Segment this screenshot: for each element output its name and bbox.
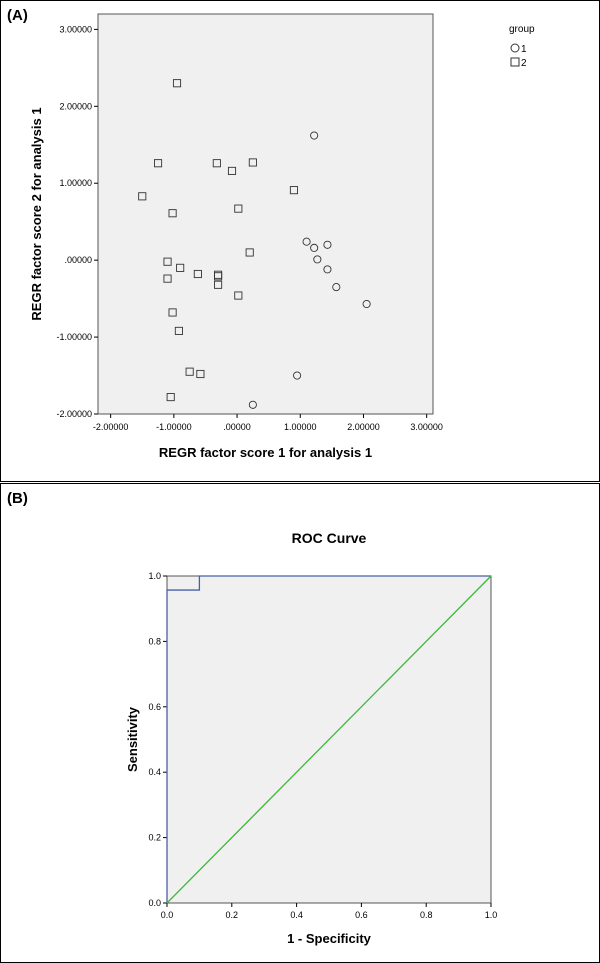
x-tick-label: 0.6: [355, 910, 368, 920]
roc-chart: ROC Curve 0.0 0.2 0.4 0.6 0.8 1.0 0.0 0.2 0.4 0.6 0…: [125, 530, 498, 946]
data-point-group-2: [248, 158, 257, 167]
plot-area: [97, 13, 434, 415]
data-point-group-1: [310, 131, 319, 140]
data-point-group-2: [163, 274, 172, 283]
x-tick-label: 1.00000: [284, 422, 317, 432]
data-point-group-2: [234, 291, 243, 300]
x-tick-label: -2.00000: [93, 422, 129, 432]
x-tick-label: 0.8: [420, 910, 433, 920]
data-point-group-2: [245, 248, 254, 257]
data-point-group-2: [185, 367, 194, 376]
data-point-group-2: [214, 280, 223, 289]
y-tick-label: 1.00000: [59, 178, 92, 188]
y-tick-label: .00000: [64, 255, 92, 265]
data-point-group-1: [293, 371, 302, 380]
roc-curve-line: [166, 575, 491, 903]
panel-a: (A) -2.00000 -1.00000.00000 1.00000 2.00000…: [0, 0, 600, 482]
y-tick-label: -2.00000: [56, 409, 92, 419]
x-axis-title: 1 - Specificity: [287, 931, 372, 946]
data-point-group-2: [166, 393, 175, 402]
data-point-group-1: [332, 283, 341, 292]
legend-label: 1: [521, 44, 527, 55]
data-point-group-2: [289, 186, 298, 195]
y-tick-label: 3.00000: [59, 24, 92, 34]
data-point-group-1: [310, 243, 319, 252]
legend-square-marker: [510, 57, 520, 67]
scatter-chart: -2.00000 -1.00000.00000 1.00000 2.00000 3.00…: [29, 13, 535, 460]
data-point-group-2: [234, 204, 243, 213]
y-axis-title: Sensitivity: [125, 706, 140, 772]
y-tick-label: 0.4: [148, 767, 161, 777]
y-tick-label: 0.0: [148, 898, 161, 908]
x-tick-label: 2.00000: [347, 422, 380, 432]
x-axis-title: REGR factor score 1 for analysis 1: [159, 445, 372, 460]
legend-circle-marker: [510, 43, 520, 53]
x-tick-label: 0.4: [290, 910, 303, 920]
panel-a-label: (A): [7, 7, 28, 24]
y-tick-label: 1.0: [148, 571, 161, 581]
data-point-group-2: [193, 269, 202, 279]
panel-b-label: (B): [7, 490, 28, 507]
y-tick-label: 2.00000: [59, 101, 92, 111]
data-point-group-2: [176, 263, 185, 272]
x-tick-label: -1.00000: [156, 422, 192, 432]
x-tick-label: 0.2: [226, 910, 239, 920]
chart-title: ROC Curve: [292, 530, 367, 546]
data-point-group-2: [138, 192, 147, 201]
legend-title: group: [509, 24, 535, 35]
y-tick-label: 0.8: [148, 636, 161, 646]
panel-b: (B) ROC Curve 0.0 0.2 0.4 0.6 0.8 1.0 0.0 0.2 0.4…: [0, 483, 600, 963]
data-point-group-2: [212, 159, 221, 168]
data-point-group-2: [172, 79, 182, 88]
y-tick-label: 0.6: [148, 702, 161, 712]
reference-diagonal-line: [166, 575, 492, 904]
data-point-group-1: [323, 240, 332, 249]
data-point-group-1: [313, 255, 322, 264]
x-tick-label: 1.0: [485, 910, 498, 920]
data-point-group-2: [174, 326, 183, 335]
y-tick-label: 0.2: [148, 833, 161, 843]
data-point-group-2: [153, 159, 163, 168]
data-point-group-1: [323, 265, 332, 274]
x-tick-label: .00000: [223, 422, 251, 432]
data-point-group-1: [248, 400, 257, 409]
x-tick-label: 3.00000: [410, 422, 443, 432]
y-axis-title: REGR factor score 2 for analysis 1: [29, 107, 44, 320]
data-point-group-2: [168, 209, 177, 218]
data-point-group-1: [302, 237, 311, 246]
data-point-group-2: [196, 369, 205, 379]
data-point-group-2: [163, 257, 172, 266]
y-tick-label: -1.00000: [56, 332, 92, 342]
legend-label: 2: [521, 58, 527, 69]
data-point-group-2: [214, 272, 223, 281]
data-point-group-2: [168, 308, 177, 317]
data-point-group-2: [227, 166, 237, 175]
x-tick-label: 0.0: [161, 910, 174, 920]
data-point-group-1: [362, 299, 371, 309]
